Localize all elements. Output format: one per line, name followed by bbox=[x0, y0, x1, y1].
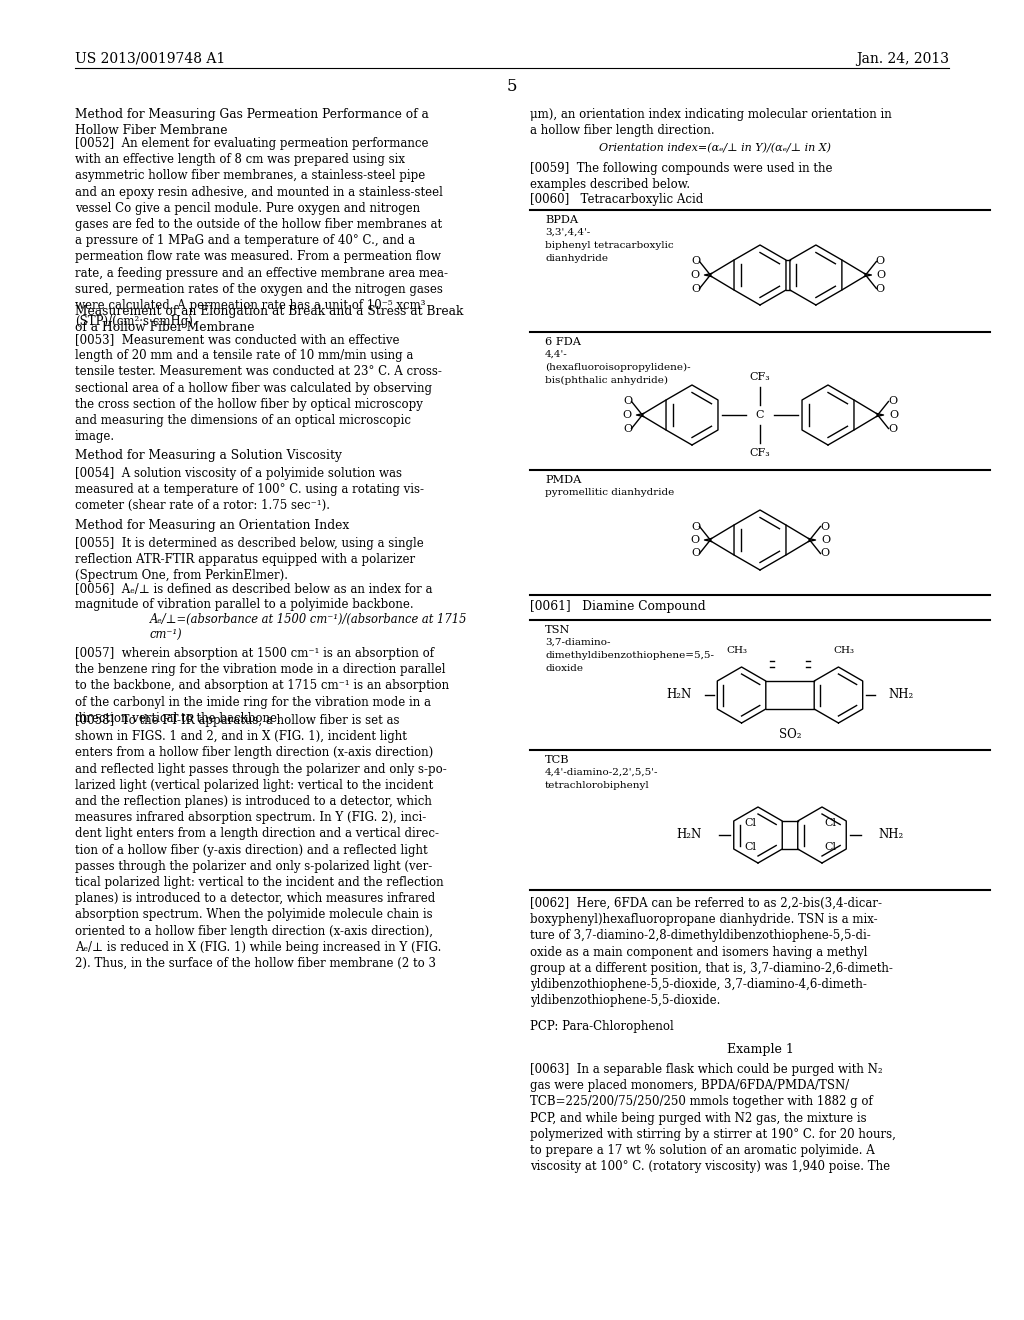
Text: 4,4'-: 4,4'- bbox=[545, 350, 567, 359]
Text: [0061]   Diamine Compound: [0061] Diamine Compound bbox=[530, 601, 706, 612]
Text: bis(phthalic anhydride): bis(phthalic anhydride) bbox=[545, 376, 668, 385]
Text: Measurement of an Elongation at Break and a Stress at Break
of a Hollow Fiber Me: Measurement of an Elongation at Break an… bbox=[75, 305, 464, 334]
Text: [0062]  Here, 6FDA can be referred to as 2,2-bis(3,4-dicar-
boxyphenyl)hexafluor: [0062] Here, 6FDA can be referred to as … bbox=[530, 898, 893, 1007]
Text: [0059]  The following compounds were used in the
examples described below.: [0059] The following compounds were used… bbox=[530, 162, 833, 191]
Text: O: O bbox=[691, 521, 700, 532]
Text: O: O bbox=[889, 411, 898, 420]
Text: US 2013/0019748 A1: US 2013/0019748 A1 bbox=[75, 51, 225, 66]
Text: NH₂: NH₂ bbox=[878, 829, 903, 842]
Text: [0063]  In a separable flask which could be purged with N₂
gas were placed monom: [0063] In a separable flask which could … bbox=[530, 1063, 896, 1173]
Text: Example 1: Example 1 bbox=[727, 1043, 794, 1056]
Text: 3,3',4,4'-: 3,3',4,4'- bbox=[545, 228, 590, 238]
Text: O: O bbox=[888, 424, 897, 433]
Text: dimethyldibenzothiophene=5,5-: dimethyldibenzothiophene=5,5- bbox=[545, 651, 714, 660]
Text: [0056]  Aₑ/⊥ is defined as described below as an index for a
magnitude of vibrat: [0056] Aₑ/⊥ is defined as described belo… bbox=[75, 582, 432, 611]
Text: O: O bbox=[820, 521, 829, 532]
Text: O: O bbox=[877, 271, 886, 280]
Text: Aₑ/⊥=(absorbance at 1500 cm⁻¹)/(absorbance at 1715
cm⁻¹): Aₑ/⊥=(absorbance at 1500 cm⁻¹)/(absorban… bbox=[150, 612, 468, 642]
Text: [0052]  An element for evaluating permeation performance
with an effective lengt: [0052] An element for evaluating permeat… bbox=[75, 137, 449, 329]
Text: biphenyl tetracarboxylic: biphenyl tetracarboxylic bbox=[545, 242, 674, 249]
Text: O: O bbox=[820, 549, 829, 558]
Text: [0060]   Tetracarboxylic Acid: [0060] Tetracarboxylic Acid bbox=[530, 193, 703, 206]
Text: O: O bbox=[876, 256, 885, 267]
Text: O: O bbox=[623, 424, 632, 433]
Text: [0053]  Measurement was conducted with an effective
length of 20 mm and a tensil: [0053] Measurement was conducted with an… bbox=[75, 333, 442, 444]
Text: CF₃: CF₃ bbox=[750, 447, 770, 458]
Text: Cl: Cl bbox=[744, 842, 756, 851]
Text: H₂N: H₂N bbox=[666, 689, 691, 701]
Text: [0055]  It is determined as described below, using a single
reflection ATR-FTIR : [0055] It is determined as described bel… bbox=[75, 537, 424, 582]
Text: 3,7-diamino-: 3,7-diamino- bbox=[545, 638, 610, 647]
Text: SO₂: SO₂ bbox=[778, 727, 801, 741]
Text: Cl: Cl bbox=[824, 818, 836, 828]
Text: 5: 5 bbox=[507, 78, 517, 95]
Text: tetrachlorobiphenyl: tetrachlorobiphenyl bbox=[545, 781, 650, 789]
Text: BPDA: BPDA bbox=[545, 215, 579, 224]
Text: (hexafluoroisopropylidene)-: (hexafluoroisopropylidene)- bbox=[545, 363, 690, 372]
Text: [0057]  wherein absorption at 1500 cm⁻¹ is an absorption of
the benzene ring for: [0057] wherein absorption at 1500 cm⁻¹ i… bbox=[75, 647, 450, 725]
Text: CH₃: CH₃ bbox=[833, 645, 854, 655]
Text: dioxide: dioxide bbox=[545, 664, 583, 673]
Text: Method for Measuring an Orientation Index: Method for Measuring an Orientation Inde… bbox=[75, 519, 349, 532]
Text: [0054]  A solution viscosity of a polyimide solution was
measured at a temperatu: [0054] A solution viscosity of a polyimi… bbox=[75, 467, 424, 512]
Text: 4,4'-diamino-2,2',5,5'-: 4,4'-diamino-2,2',5,5'- bbox=[545, 768, 658, 777]
Text: CH₃: CH₃ bbox=[726, 645, 748, 655]
Text: pyromellitic dianhydride: pyromellitic dianhydride bbox=[545, 488, 674, 498]
Text: Cl: Cl bbox=[824, 842, 836, 851]
Text: H₂N: H₂N bbox=[677, 829, 702, 842]
Text: PCP: Para-Chlorophenol: PCP: Para-Chlorophenol bbox=[530, 1020, 674, 1034]
Text: O: O bbox=[691, 549, 700, 558]
Text: dianhydride: dianhydride bbox=[545, 253, 608, 263]
Text: Jan. 24, 2013: Jan. 24, 2013 bbox=[856, 51, 949, 66]
Text: Orientation index=(αₑ/⊥ in Y)/(αₑ/⊥ in X): Orientation index=(αₑ/⊥ in Y)/(αₑ/⊥ in X… bbox=[599, 143, 831, 153]
Text: μm), an orientation index indicating molecular orientation in
a hollow fiber len: μm), an orientation index indicating mol… bbox=[530, 108, 892, 137]
Text: O: O bbox=[623, 396, 632, 407]
Text: Method for Measuring a Solution Viscosity: Method for Measuring a Solution Viscosit… bbox=[75, 449, 342, 462]
Text: CF₃: CF₃ bbox=[750, 372, 770, 381]
Text: NH₂: NH₂ bbox=[889, 689, 914, 701]
Text: O: O bbox=[690, 535, 699, 545]
Text: Method for Measuring Gas Permeation Performance of a
Hollow Fiber Membrane: Method for Measuring Gas Permeation Perf… bbox=[75, 108, 429, 137]
Text: TSN: TSN bbox=[545, 624, 570, 635]
Text: O: O bbox=[622, 411, 631, 420]
Text: O: O bbox=[821, 535, 830, 545]
Text: [0058]  To the FT-IR apparatus, a hollow fiber is set as
shown in FIGS. 1 and 2,: [0058] To the FT-IR apparatus, a hollow … bbox=[75, 714, 446, 970]
Text: O: O bbox=[888, 396, 897, 407]
Text: C: C bbox=[756, 411, 764, 420]
Text: O: O bbox=[691, 256, 700, 267]
Text: Cl: Cl bbox=[744, 818, 756, 828]
Text: O: O bbox=[690, 271, 699, 280]
Text: O: O bbox=[876, 284, 885, 293]
Text: TCB: TCB bbox=[545, 755, 569, 766]
Text: PMDA: PMDA bbox=[545, 475, 582, 484]
Text: 6 FDA: 6 FDA bbox=[545, 337, 581, 347]
Text: O: O bbox=[691, 284, 700, 293]
